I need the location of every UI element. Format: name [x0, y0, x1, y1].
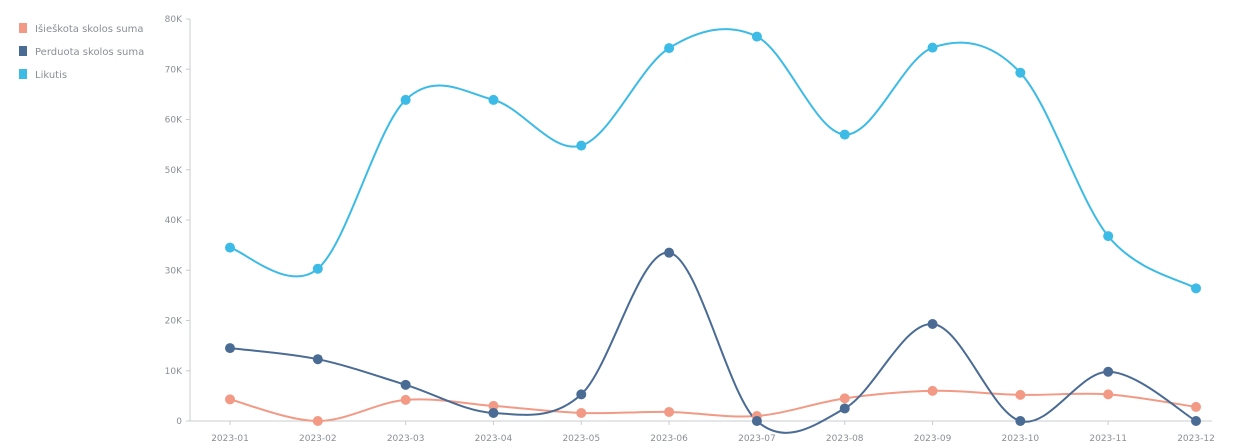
y-tick-label: 30K	[165, 266, 183, 276]
series-2-point-2023-04[interactable]	[488, 94, 499, 105]
series-0-point-2023-09[interactable]	[927, 385, 938, 396]
y-tick-label: 80K	[165, 15, 183, 25]
y-tick-label: 40K	[165, 216, 183, 226]
series-0-point-2023-06[interactable]	[664, 406, 675, 417]
legend-label-0[interactable]: Išieškota skolos suma	[35, 23, 144, 35]
series-2-point-2023-01[interactable]	[225, 242, 235, 253]
series-2-point-2023-08[interactable]	[839, 129, 850, 140]
y-tick-label: 50K	[165, 166, 183, 176]
series-0-point-2023-08[interactable]	[839, 393, 850, 404]
series-2-point-2023-10[interactable]	[1015, 67, 1026, 78]
series-1-point-2023-02[interactable]	[312, 354, 323, 365]
series-lines	[229, 28, 1197, 434]
series-1-point-2023-07[interactable]	[751, 416, 762, 426]
x-tick-label: 2023-02	[299, 434, 337, 444]
series-1-point-2023-01[interactable]	[225, 343, 235, 354]
x-tick-label: 2023-01	[211, 434, 249, 444]
y-tick-label: 0	[176, 417, 182, 427]
series-1-point-2023-11[interactable]	[1103, 366, 1114, 377]
legend-swatch-0[interactable]	[19, 23, 27, 33]
series-0-point-2023-01[interactable]	[225, 394, 235, 405]
series-0-point-2023-03[interactable]	[400, 394, 411, 405]
series-0-point-2023-02[interactable]	[312, 416, 323, 426]
series-2-point-2023-12[interactable]	[1191, 283, 1201, 294]
series-1-point-2023-09[interactable]	[927, 319, 938, 330]
legend-label-1[interactable]: Perduota skolos suma	[35, 47, 144, 58]
x-tick-label: 2023-10	[1002, 434, 1040, 444]
x-axis: 2023-01 2023-02 2023-03 2023-04 2023-05 2023-…	[190, 420, 1215, 444]
series-line-1	[229, 251, 1197, 434]
x-tick-label: 2023-12	[1177, 434, 1215, 444]
legend: Išieškota skolos suma Perduota skolos sum…	[19, 23, 144, 81]
x-tick-label: 2023-08	[826, 434, 864, 444]
series-line-0	[229, 389, 1197, 423]
series-1-point-2023-06[interactable]	[664, 247, 675, 258]
series-2-point-2023-05[interactable]	[576, 140, 587, 151]
series-line-2	[229, 28, 1197, 290]
y-tick-label: 70K	[165, 65, 183, 75]
series-1-point-2023-03[interactable]	[400, 379, 411, 390]
series-points	[225, 31, 1201, 426]
series-1-point-2023-04[interactable]	[488, 407, 499, 418]
x-tick-label: 2023-07	[738, 434, 776, 444]
series-2-point-2023-02[interactable]	[312, 263, 323, 274]
series-0-point-2023-12[interactable]	[1191, 401, 1201, 412]
series-2-point-2023-09[interactable]	[927, 42, 938, 53]
y-tick-label: 10K	[165, 367, 183, 377]
series-0-point-2023-10[interactable]	[1015, 389, 1026, 400]
x-tick-label: 2023-09	[914, 434, 952, 444]
x-tick-label: 2023-11	[1089, 434, 1127, 444]
x-tick-label: 2023-06	[650, 434, 688, 444]
y-tick-label: 20K	[165, 317, 183, 327]
series-1-point-2023-12[interactable]	[1191, 416, 1201, 426]
series-2-point-2023-03[interactable]	[400, 94, 411, 105]
series-0-point-2023-11[interactable]	[1103, 389, 1114, 400]
series-2-point-2023-11[interactable]	[1103, 231, 1114, 242]
y-tick-label: 60K	[165, 116, 183, 126]
legend-label-2[interactable]: Likutis	[35, 70, 67, 81]
series-0-point-2023-05[interactable]	[576, 407, 587, 418]
series-1-point-2023-10[interactable]	[1015, 416, 1026, 426]
y-axis: 0 10K 20K 30K 40K 50K 60K 70K 80K	[165, 15, 191, 427]
legend-swatch-2[interactable]	[19, 69, 27, 79]
x-tick-label: 2023-05	[562, 434, 600, 444]
series-1-point-2023-08[interactable]	[839, 403, 850, 414]
series-2-point-2023-07[interactable]	[751, 31, 762, 42]
series-1-point-2023-05[interactable]	[576, 389, 587, 400]
x-tick-label: 2023-04	[475, 434, 513, 444]
x-tick-label: 2023-03	[387, 434, 425, 444]
series-0-point-2023-04[interactable]	[488, 400, 499, 411]
series-2-point-2023-06[interactable]	[664, 43, 675, 54]
legend-swatch-1[interactable]	[19, 46, 27, 56]
